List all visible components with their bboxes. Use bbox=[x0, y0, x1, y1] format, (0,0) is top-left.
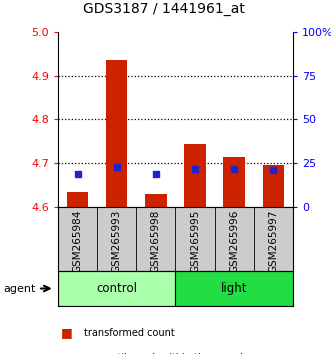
Text: GSM265997: GSM265997 bbox=[268, 210, 278, 273]
Bar bbox=[223, 157, 245, 207]
Text: GSM265998: GSM265998 bbox=[151, 210, 161, 273]
Bar bbox=[67, 192, 88, 207]
Text: GSM265996: GSM265996 bbox=[229, 210, 239, 273]
Bar bbox=[106, 60, 127, 207]
Bar bbox=[145, 194, 166, 207]
Text: transformed count: transformed count bbox=[84, 328, 175, 338]
Text: GSM265984: GSM265984 bbox=[72, 210, 82, 273]
Text: control: control bbox=[96, 282, 137, 295]
Text: ■: ■ bbox=[61, 326, 73, 339]
Bar bbox=[58, 271, 175, 306]
Bar bbox=[184, 144, 206, 207]
Text: ■: ■ bbox=[61, 352, 73, 354]
Text: GSM265993: GSM265993 bbox=[112, 210, 122, 273]
Bar bbox=[262, 165, 284, 207]
Text: agent: agent bbox=[3, 284, 36, 293]
Text: percentile rank within the sample: percentile rank within the sample bbox=[84, 353, 249, 354]
Bar bbox=[175, 271, 293, 306]
Text: GDS3187 / 1441961_at: GDS3187 / 1441961_at bbox=[83, 2, 245, 16]
Text: light: light bbox=[221, 282, 248, 295]
Text: GSM265995: GSM265995 bbox=[190, 210, 200, 273]
